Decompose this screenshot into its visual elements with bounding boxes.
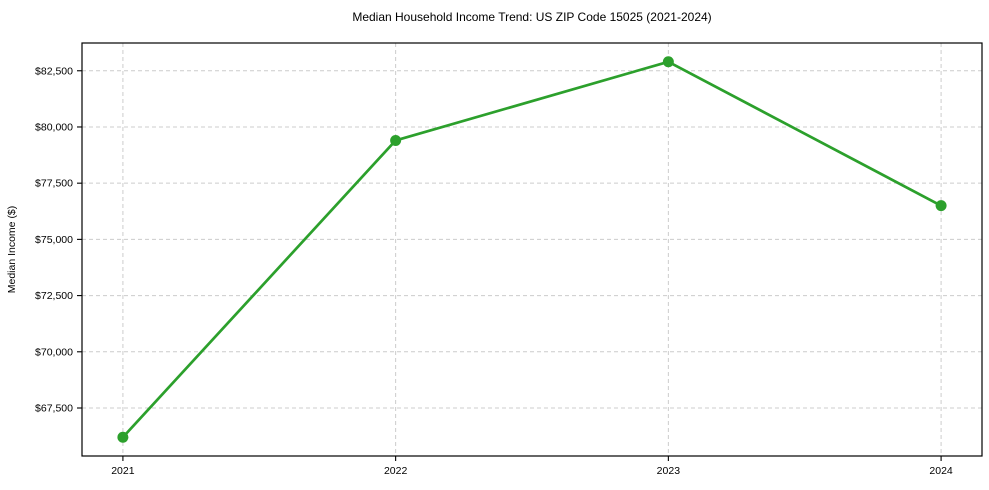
data-point-2024 (935, 200, 947, 212)
y-tick-label: $70,000 (35, 346, 73, 358)
axes-box (81, 42, 983, 457)
y-tick-label: $82,500 (35, 65, 73, 77)
trend-line (121, 60, 943, 439)
y-axis-label: Median Income ($) (6, 206, 18, 294)
data-point-2023 (662, 56, 674, 68)
data-point-2022 (390, 134, 402, 146)
x-tick-label: 2024 (929, 465, 953, 477)
x-tick-label: 2022 (384, 465, 408, 477)
y-tick-label: $77,500 (35, 178, 73, 190)
y-tick-label: $67,500 (35, 403, 73, 415)
y-tick-label: $80,000 (35, 121, 73, 133)
x-tick-label: 2023 (657, 465, 681, 477)
y-tick-label: $72,500 (35, 290, 73, 302)
data-point-2021 (117, 431, 129, 443)
y-tick-label: $75,000 (35, 234, 73, 246)
x-tick-label: 2021 (111, 465, 135, 477)
chart-title: Median Household Income Trend: US ZIP Co… (352, 10, 712, 24)
